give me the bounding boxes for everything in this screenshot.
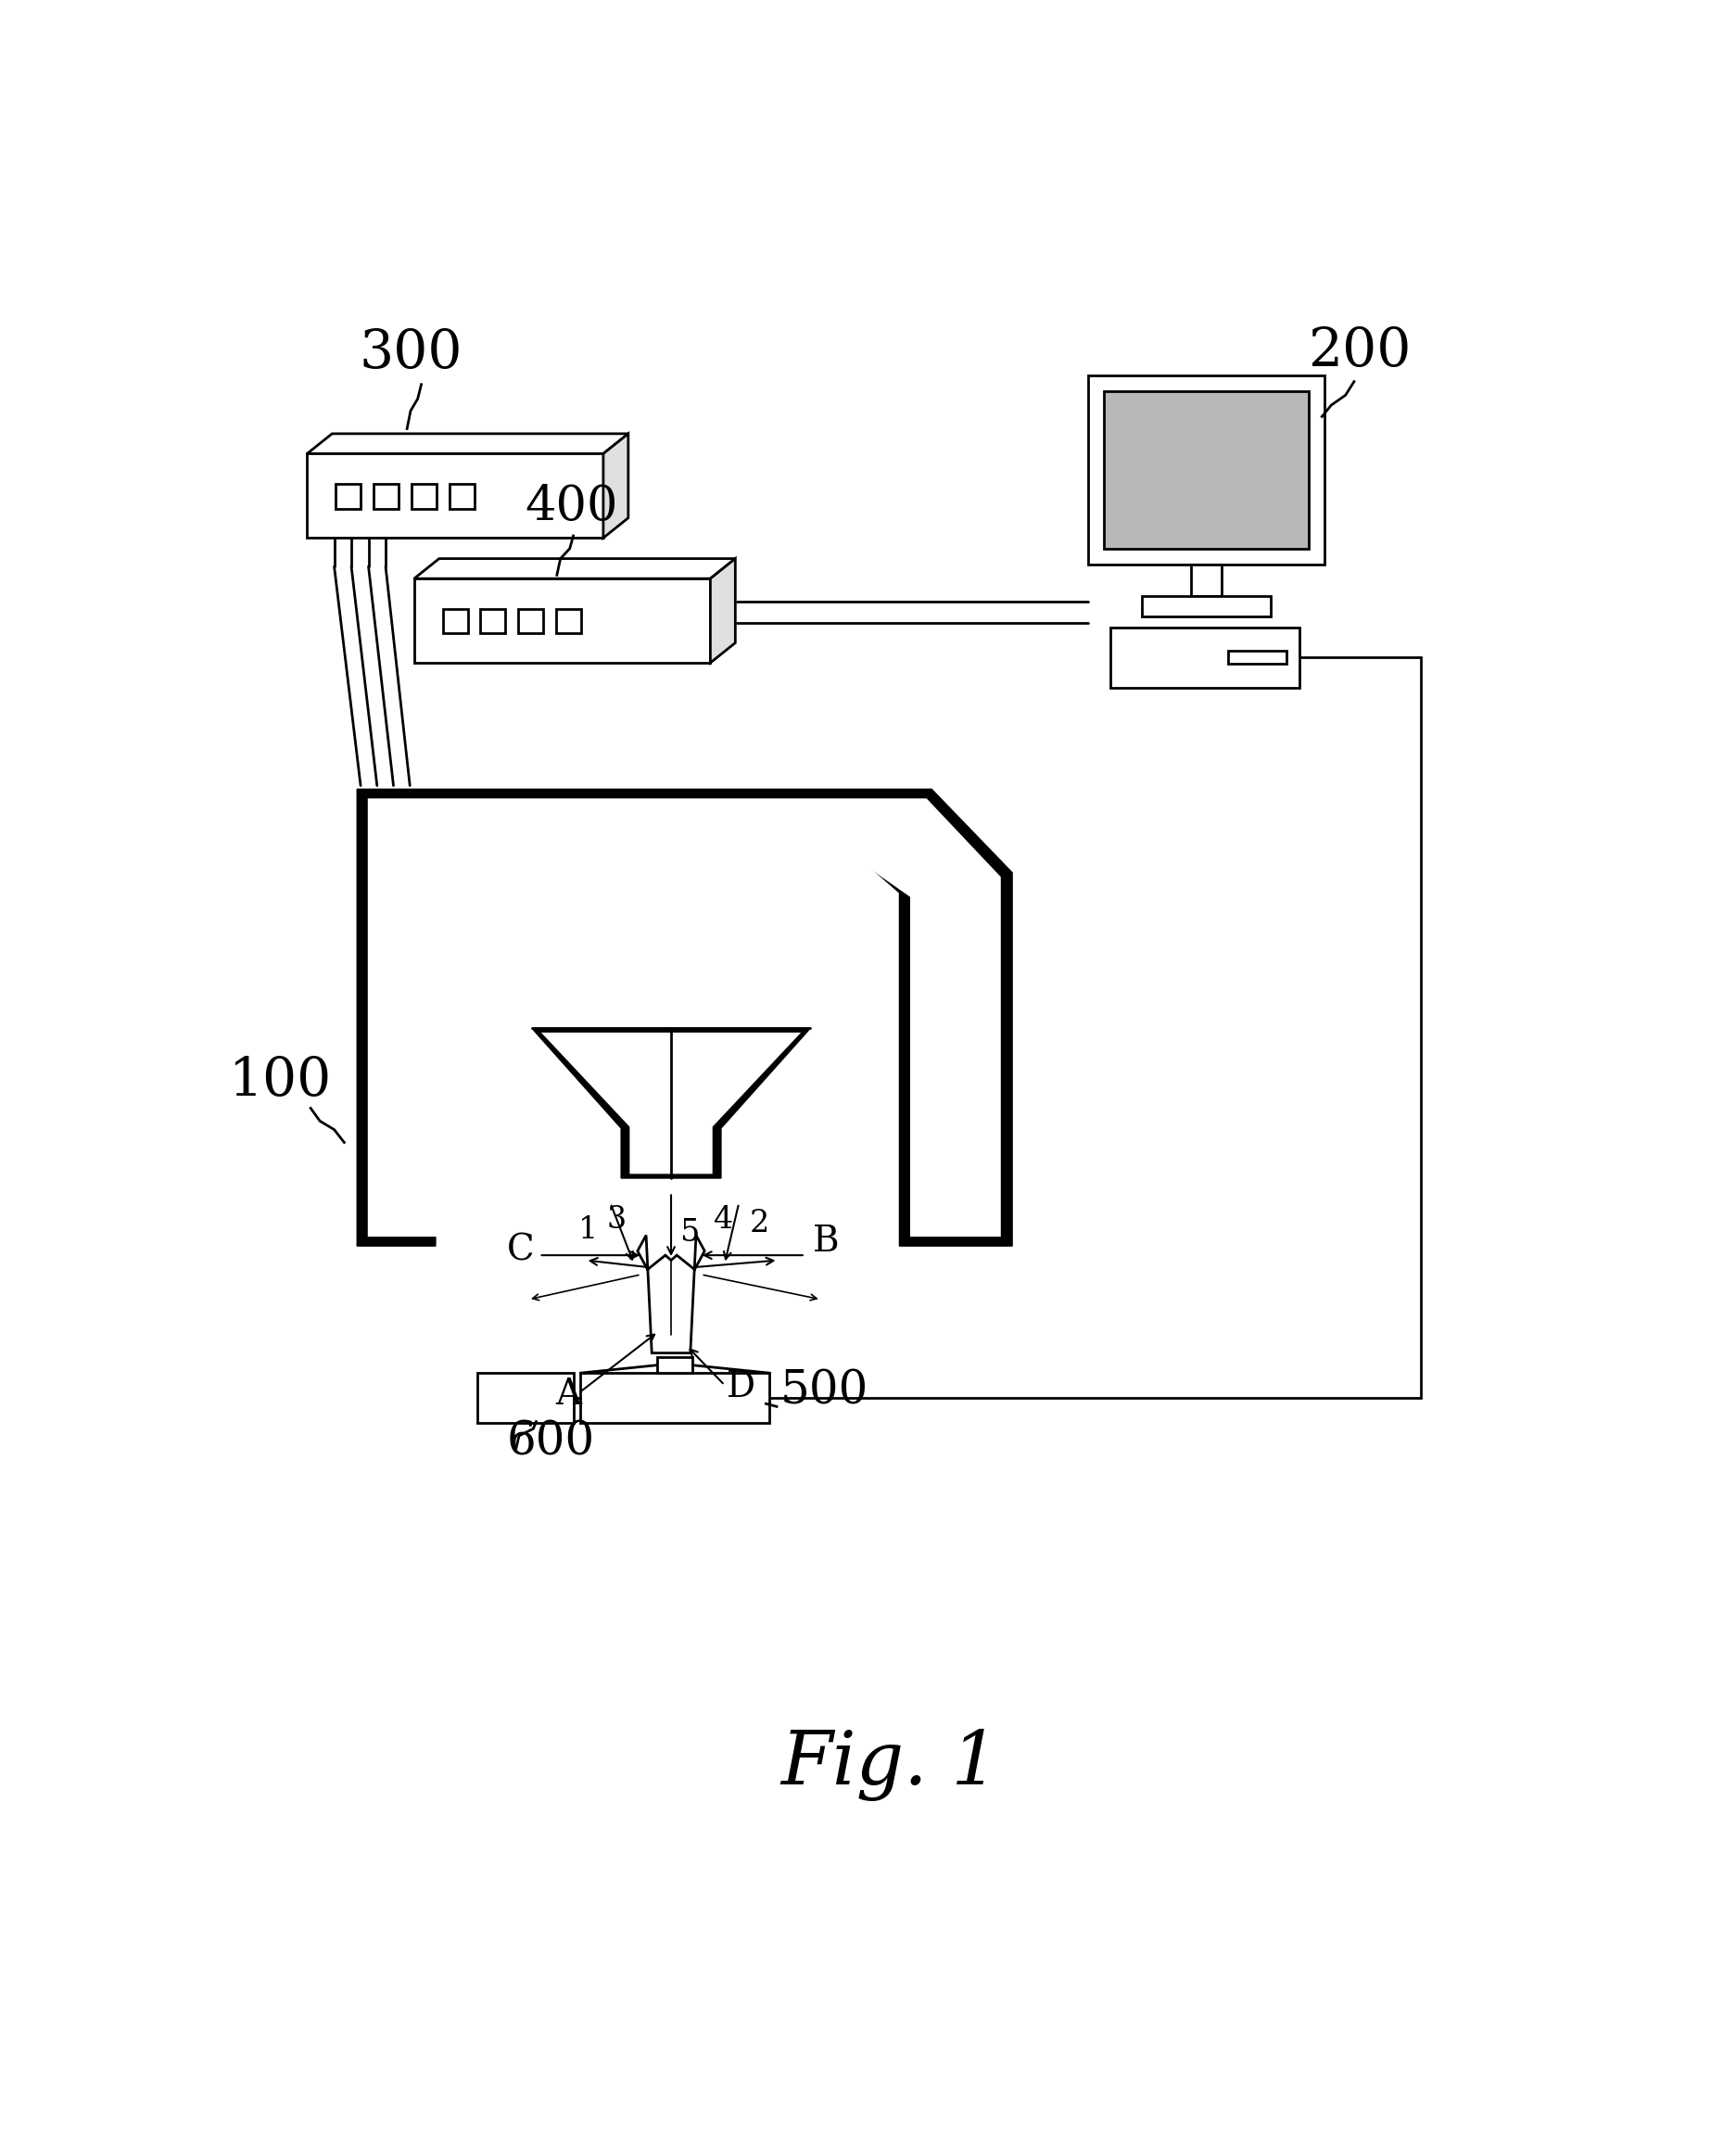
Text: D: D: [726, 1371, 755, 1405]
Polygon shape: [335, 483, 361, 508]
Text: A: A: [556, 1377, 582, 1411]
Polygon shape: [1109, 626, 1299, 689]
Text: 300: 300: [359, 328, 462, 380]
Polygon shape: [358, 789, 1012, 1246]
Text: Fig. 1: Fig. 1: [781, 1729, 998, 1802]
Text: 500: 500: [779, 1369, 868, 1414]
Polygon shape: [1104, 390, 1307, 549]
Polygon shape: [637, 1236, 705, 1353]
Polygon shape: [368, 798, 1000, 1238]
Text: C: C: [507, 1233, 535, 1268]
Polygon shape: [580, 1373, 769, 1422]
Polygon shape: [477, 1373, 573, 1422]
Text: 400: 400: [524, 483, 618, 530]
Polygon shape: [450, 483, 474, 508]
Text: 4: 4: [713, 1205, 733, 1236]
Polygon shape: [542, 1032, 800, 1173]
Polygon shape: [373, 483, 398, 508]
Polygon shape: [710, 558, 734, 663]
Polygon shape: [481, 609, 505, 633]
Text: 1: 1: [578, 1216, 597, 1246]
Text: 3: 3: [606, 1205, 627, 1236]
Polygon shape: [517, 609, 543, 633]
Polygon shape: [1227, 650, 1286, 663]
Polygon shape: [413, 558, 734, 579]
Text: 600: 600: [507, 1420, 595, 1465]
Polygon shape: [602, 433, 628, 538]
Polygon shape: [307, 433, 628, 455]
Text: B: B: [812, 1225, 838, 1259]
Text: 2: 2: [750, 1208, 769, 1238]
Polygon shape: [307, 455, 602, 538]
Text: 200: 200: [1307, 326, 1411, 378]
Text: 5: 5: [679, 1218, 700, 1248]
Polygon shape: [443, 609, 467, 633]
Text: 100: 100: [229, 1055, 332, 1107]
Polygon shape: [656, 1358, 693, 1373]
Polygon shape: [1088, 375, 1323, 564]
Polygon shape: [411, 483, 436, 508]
Polygon shape: [413, 579, 710, 663]
Polygon shape: [1142, 596, 1271, 616]
Polygon shape: [556, 609, 582, 633]
Polygon shape: [531, 1027, 809, 1178]
Polygon shape: [1189, 564, 1222, 596]
